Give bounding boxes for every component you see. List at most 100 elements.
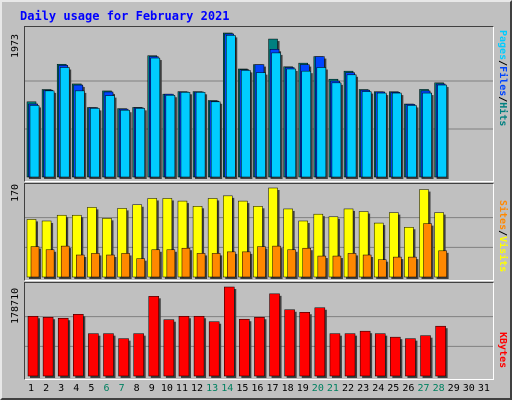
legend-files: Files bbox=[497, 66, 508, 97]
visits-panel bbox=[24, 183, 494, 281]
kbytes-bar bbox=[118, 338, 129, 377]
x-tick-label: 30 bbox=[462, 383, 475, 394]
sites-bar bbox=[242, 251, 251, 278]
kbytes-side-legend: KBytes bbox=[497, 332, 508, 368]
pages-bar bbox=[407, 105, 417, 178]
sites-bar bbox=[76, 254, 85, 278]
x-tick-label: 22 bbox=[342, 383, 355, 394]
legend-pages: Pages bbox=[497, 30, 508, 61]
sites-bar bbox=[362, 254, 372, 278]
sites-bar bbox=[136, 258, 145, 278]
kbytes-bar bbox=[73, 313, 84, 377]
sites-bar bbox=[393, 256, 402, 278]
kbytes-bar bbox=[374, 333, 386, 377]
pages-bar bbox=[361, 91, 372, 178]
x-tick-label: 26 bbox=[402, 383, 415, 394]
pages-bar bbox=[75, 90, 85, 178]
kbytes-bar bbox=[163, 319, 175, 377]
pages-bar bbox=[29, 105, 40, 178]
x-tick-label: 1 bbox=[27, 383, 35, 394]
x-tick-label: 11 bbox=[175, 383, 188, 394]
x-tick-label: 25 bbox=[387, 383, 400, 394]
kbytes-bar bbox=[390, 336, 401, 377]
pages-bar bbox=[392, 92, 402, 178]
legend-sites: Sites bbox=[497, 200, 508, 231]
x-tick-label: 28 bbox=[432, 383, 445, 394]
x-tick-label: 19 bbox=[296, 383, 309, 394]
kbytes-bar bbox=[103, 333, 114, 377]
x-tick-label: 13 bbox=[206, 383, 219, 394]
sites-bar bbox=[438, 250, 447, 278]
x-tick-label: 5 bbox=[88, 383, 95, 394]
pages-bar bbox=[346, 74, 357, 178]
hits-chart bbox=[25, 32, 493, 180]
kbytes-bar bbox=[27, 315, 39, 377]
pages-bar bbox=[105, 95, 115, 178]
x-tick-label: 31 bbox=[477, 383, 490, 394]
sites-bar bbox=[257, 246, 266, 278]
x-tick-label: 2 bbox=[43, 383, 50, 394]
sites-bar bbox=[332, 255, 342, 278]
chart-title: Daily usage for February 2021 bbox=[20, 9, 230, 23]
pages-bar bbox=[256, 72, 266, 178]
sites-bar bbox=[181, 247, 191, 278]
visits-side-legend: Sites/Visits bbox=[497, 200, 508, 273]
kbytes-bar bbox=[254, 316, 265, 377]
pages-bar bbox=[331, 82, 342, 178]
pages-bar bbox=[59, 67, 70, 178]
sites-bar bbox=[121, 253, 130, 278]
x-tick-label: 9 bbox=[148, 383, 155, 394]
pages-bar bbox=[422, 92, 432, 178]
hits-side-legend: Pages/Files/Hits bbox=[497, 30, 508, 127]
sites-bar bbox=[60, 245, 70, 278]
kbytes-bar bbox=[239, 318, 250, 377]
legend-hits: Hits bbox=[497, 102, 508, 127]
kbytes-bar bbox=[208, 321, 220, 377]
kbytes-bar bbox=[148, 296, 160, 377]
pages-bar bbox=[120, 109, 130, 178]
kbytes-bar bbox=[42, 316, 54, 377]
pages-bar bbox=[44, 90, 55, 178]
x-tick-label: 14 bbox=[221, 383, 234, 394]
kbytes-bar bbox=[359, 330, 371, 377]
sites-bar bbox=[377, 259, 387, 278]
kbytes-bar bbox=[299, 312, 310, 377]
kbytes-bar bbox=[269, 293, 280, 377]
kbytes-bar bbox=[344, 333, 356, 377]
sites-bar bbox=[196, 253, 206, 278]
hits-panel bbox=[24, 26, 494, 182]
sites-bar bbox=[272, 245, 281, 278]
x-tick-label: 29 bbox=[447, 383, 460, 394]
x-tick-label: 7 bbox=[118, 383, 125, 394]
kbytes-bar bbox=[88, 333, 99, 377]
sites-bar bbox=[423, 223, 432, 278]
x-tick-label: 21 bbox=[326, 383, 339, 394]
sites-bar bbox=[45, 249, 55, 278]
pages-bar bbox=[241, 70, 251, 178]
pages-bar bbox=[376, 92, 387, 178]
x-tick-label: 27 bbox=[417, 383, 430, 394]
sites-bar bbox=[408, 256, 417, 278]
sites-bar bbox=[287, 249, 296, 278]
pages-bar bbox=[150, 57, 161, 178]
sites-bar bbox=[106, 254, 115, 278]
pages-bar bbox=[195, 92, 206, 178]
x-tick-label: 16 bbox=[251, 383, 264, 394]
kbytes-bar bbox=[420, 335, 431, 377]
sites-bar bbox=[91, 253, 100, 278]
x-tick-label: 12 bbox=[191, 383, 204, 394]
x-tick-label: 17 bbox=[266, 383, 279, 394]
pages-bar bbox=[316, 67, 327, 178]
hits-ymax-label: 1973 bbox=[10, 33, 21, 58]
sites-bar bbox=[227, 251, 236, 278]
x-tick-label: 18 bbox=[281, 383, 294, 394]
x-tick-label: 23 bbox=[357, 383, 370, 394]
sites-bar bbox=[347, 253, 357, 278]
kbytes-chart bbox=[25, 286, 493, 378]
kbytes-bar bbox=[178, 315, 190, 377]
kbytes-bar bbox=[435, 325, 446, 377]
sites-bar bbox=[166, 249, 176, 278]
visits-ymax-label: 170 bbox=[10, 183, 21, 202]
pages-bar bbox=[90, 108, 100, 178]
